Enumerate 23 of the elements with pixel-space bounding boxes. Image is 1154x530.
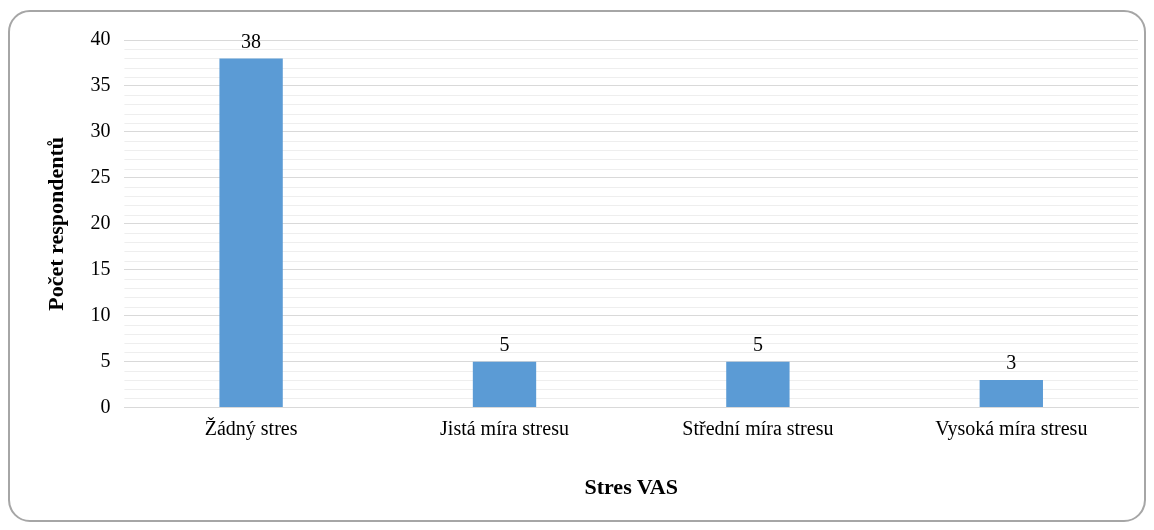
y-tick-label: 0 [100, 394, 111, 417]
y-tick-label: 25 [90, 165, 111, 188]
data-label: 38 [241, 29, 262, 52]
data-label: 5 [499, 332, 510, 355]
data-label: 5 [752, 332, 763, 355]
y-tick-label: 30 [90, 119, 111, 142]
bar [472, 361, 537, 408]
data-label: 3 [1006, 351, 1017, 374]
bar [726, 361, 790, 408]
bar [219, 58, 283, 408]
x-axis-title: Stres VAS [584, 474, 678, 500]
bar [979, 380, 1043, 408]
x-tick-label: Střední míra stresu [682, 416, 834, 439]
x-tick-label: Vysoká míra stresu [935, 416, 1088, 440]
y-tick-label: 10 [90, 302, 111, 325]
y-axis-title: Počet respondentů [42, 136, 68, 311]
x-tick-label: Jistá míra stresu [440, 416, 569, 439]
y-tick-label: 15 [90, 257, 111, 279]
y-tick-label: 35 [90, 73, 111, 96]
y-tick-label: 5 [100, 348, 111, 371]
y-tick-label: 20 [90, 211, 111, 234]
x-tick-label: Žádný stres [204, 416, 298, 440]
y-tick-label: 40 [90, 27, 111, 50]
